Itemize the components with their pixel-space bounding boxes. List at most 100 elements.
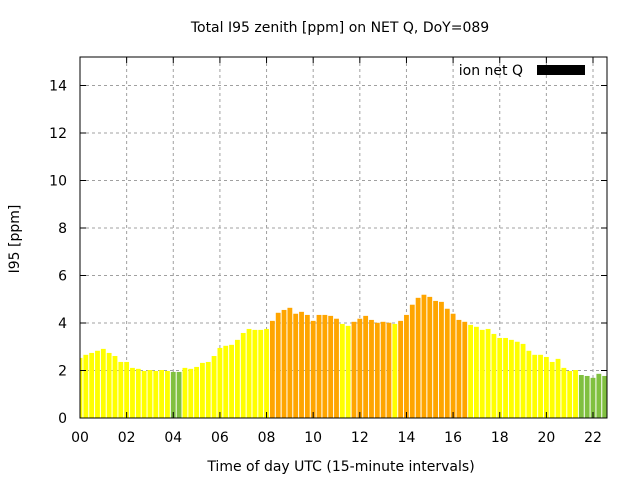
bar xyxy=(83,354,89,418)
y-tick-label: 10 xyxy=(49,174,67,190)
bar xyxy=(229,344,234,418)
bar xyxy=(508,339,514,418)
bar xyxy=(124,361,130,418)
bar xyxy=(176,371,182,418)
bar xyxy=(497,337,503,418)
bar xyxy=(153,370,159,418)
x-tick-label: 22 xyxy=(584,430,602,446)
bar xyxy=(549,361,555,418)
bar xyxy=(147,370,153,418)
bar xyxy=(538,354,543,418)
bar xyxy=(444,308,450,418)
bar xyxy=(112,356,118,418)
bar xyxy=(234,339,240,418)
bar xyxy=(188,368,194,418)
plot-frame xyxy=(79,56,608,419)
bar xyxy=(170,371,176,418)
x-tick-label: 08 xyxy=(258,430,276,446)
bar xyxy=(555,358,561,418)
x-tick-label: 12 xyxy=(351,430,369,446)
bar xyxy=(450,313,456,418)
x-tick-label: 02 xyxy=(118,430,136,446)
bar xyxy=(80,357,83,418)
bar xyxy=(182,367,188,418)
bar xyxy=(584,375,590,418)
bar xyxy=(409,304,415,418)
bar xyxy=(316,314,322,418)
bar xyxy=(159,370,165,418)
bar xyxy=(514,341,520,418)
bar xyxy=(602,375,607,418)
bar xyxy=(369,319,374,418)
bar xyxy=(223,345,229,418)
bar xyxy=(363,315,369,418)
y-tick-label: 0 xyxy=(58,411,67,427)
chart-title: Total I95 zenith [ppm] on NET Q, DoY=089 xyxy=(190,20,489,36)
bar xyxy=(543,356,549,418)
bar xyxy=(474,326,479,418)
bar xyxy=(596,373,602,418)
bar xyxy=(299,311,304,418)
bar xyxy=(421,294,427,418)
x-tick-label: 16 xyxy=(444,430,462,446)
bar xyxy=(258,329,264,418)
x-tick-label: 18 xyxy=(491,430,509,446)
bar xyxy=(89,352,95,418)
bar xyxy=(269,320,275,418)
bar xyxy=(246,328,252,418)
x-tick-label: 20 xyxy=(537,430,555,446)
bar xyxy=(351,321,357,418)
bar xyxy=(310,320,316,418)
bar xyxy=(194,366,200,418)
bar xyxy=(165,370,170,418)
bar xyxy=(217,347,223,418)
x-axis-label: Time of day UTC (15-minute intervals) xyxy=(206,459,474,475)
bar xyxy=(281,309,287,418)
bar xyxy=(479,329,485,418)
bar xyxy=(578,375,584,418)
bar xyxy=(118,361,124,418)
bar xyxy=(573,370,578,418)
bar xyxy=(106,352,112,418)
bar xyxy=(561,367,567,418)
bar xyxy=(252,329,258,418)
bar xyxy=(567,370,573,418)
bar xyxy=(404,314,409,418)
legend-swatch xyxy=(537,65,585,75)
bar xyxy=(304,314,310,418)
bar xyxy=(392,323,398,418)
bar xyxy=(141,370,147,418)
bar xyxy=(264,328,269,418)
y-tick-label: 12 xyxy=(49,126,67,142)
bar xyxy=(275,312,281,418)
x-tick-label: 06 xyxy=(211,430,229,446)
y-tick-label: 6 xyxy=(58,269,67,285)
bar xyxy=(468,324,474,418)
x-tick-label: 14 xyxy=(398,430,416,446)
y-axis-label: I95 [ppm] xyxy=(7,205,23,274)
bar xyxy=(130,367,135,418)
axis-ticks xyxy=(79,57,607,419)
y-tick-label: 14 xyxy=(49,79,67,95)
y-tick-label: 8 xyxy=(58,221,67,237)
bar xyxy=(491,333,497,418)
bar xyxy=(205,361,211,418)
bar xyxy=(211,356,217,418)
bar xyxy=(462,321,468,418)
y-tick-labels: 0 2 4 6 8 10 12 14 xyxy=(49,79,67,428)
bar xyxy=(100,348,106,418)
legend-label: ion net Q xyxy=(459,63,523,79)
bar xyxy=(135,368,141,418)
bar xyxy=(526,350,532,418)
bar xyxy=(485,328,491,418)
bar xyxy=(95,350,100,418)
bar xyxy=(386,322,392,418)
bar xyxy=(240,332,246,418)
bar xyxy=(590,377,596,418)
x-tick-label: 04 xyxy=(164,430,182,446)
bar xyxy=(322,314,328,418)
bar xyxy=(287,307,293,418)
x-tick-label: 10 xyxy=(304,430,322,446)
bar xyxy=(293,313,299,418)
